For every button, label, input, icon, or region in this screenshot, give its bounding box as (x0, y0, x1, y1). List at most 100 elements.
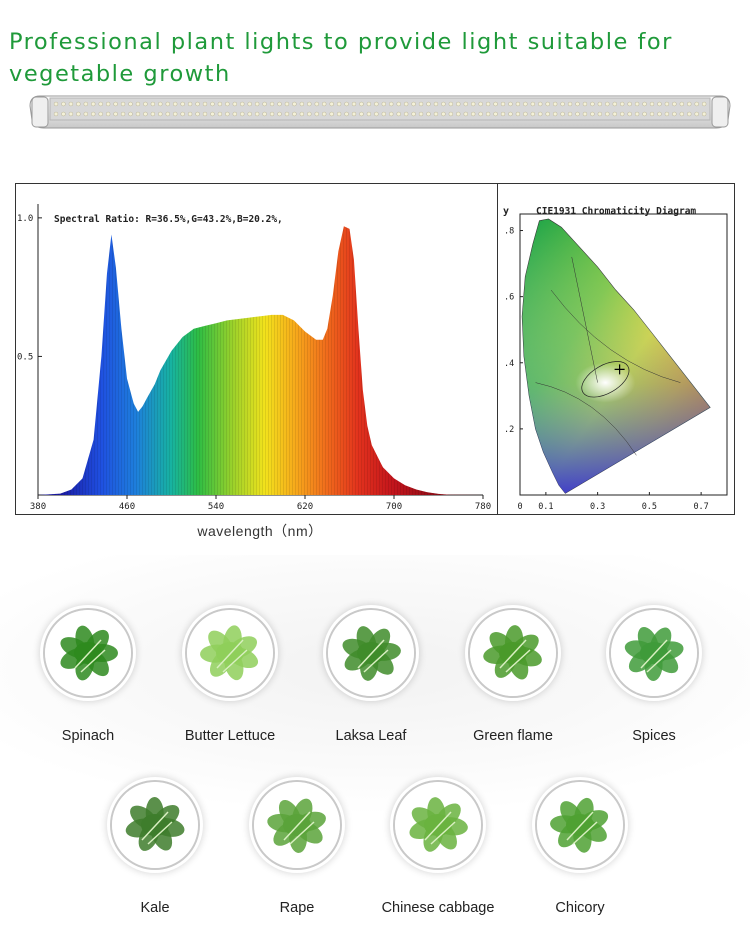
led-chip (463, 111, 468, 117)
led-chip (642, 101, 647, 107)
led-chip (664, 101, 670, 107)
led-chip (336, 111, 342, 117)
led-chip (456, 101, 461, 107)
led-chip-row (53, 101, 707, 117)
led-chip (538, 111, 543, 117)
vegetable-photo (43, 608, 133, 698)
led-chip (627, 101, 632, 107)
led-chip (500, 101, 506, 107)
led-chip (158, 111, 163, 117)
led-chip (567, 101, 573, 107)
led-chip (508, 111, 513, 117)
chart-panel: 380 460 540 620 700 780 1.0 0.5 Spectral Ratio:… (15, 183, 735, 515)
vegetable-photo (252, 780, 342, 870)
spectrum-stripes (38, 226, 483, 495)
led-chip (470, 101, 476, 107)
y-tick-label: 0.5 (17, 352, 33, 362)
led-chip (418, 111, 424, 117)
white-region (575, 362, 636, 403)
led-chip (701, 111, 707, 117)
led-chip (172, 111, 178, 117)
color-region-line (550, 289, 681, 383)
led-chip (634, 111, 640, 117)
led-chip (590, 111, 595, 117)
led-chip (672, 101, 677, 107)
led-chip (292, 111, 297, 117)
led-chip (672, 111, 677, 117)
led-chip (195, 111, 200, 117)
led-chip (582, 111, 588, 117)
led-chip (172, 101, 178, 107)
vegetable-name: Spinach (61, 728, 115, 744)
vegetable-photo (468, 608, 558, 698)
vegetable-photo (609, 608, 699, 698)
led-chip (530, 111, 536, 117)
led-chip (366, 111, 372, 117)
led-chip (83, 111, 89, 117)
led-chip (195, 101, 200, 107)
led-chip (403, 111, 409, 117)
led-chip (426, 101, 431, 107)
led-chip (590, 101, 595, 107)
cie-y-tick-label: .2 (504, 425, 514, 435)
led-chip (478, 101, 483, 107)
led-grow-light-bar (29, 95, 731, 129)
led-chip (210, 101, 215, 107)
led-chip (284, 101, 290, 107)
led-chip (657, 111, 662, 117)
x-tick-label: 620 (297, 502, 313, 512)
led-chip (411, 111, 416, 117)
led-chip (180, 111, 185, 117)
led-chip (76, 111, 81, 117)
led-chip (545, 101, 550, 107)
vegetable-name: Green flame (473, 728, 553, 744)
vegetable-photo (185, 608, 275, 698)
cie-y-tick-label: .8 (504, 227, 514, 237)
led-chip (552, 111, 558, 117)
led-chip (642, 111, 647, 117)
led-chip (426, 111, 431, 117)
led-chip (292, 101, 297, 107)
led-chip (597, 101, 603, 107)
led-chip (485, 111, 491, 117)
vegetable-photo (110, 780, 200, 870)
led-chip (523, 101, 528, 107)
vegetable-photo (393, 780, 483, 870)
led-chip (433, 101, 439, 107)
led-chip (232, 101, 238, 107)
led-chip (187, 101, 193, 107)
led-chip (701, 101, 707, 107)
leaf-vein (640, 639, 672, 673)
led-chip (143, 101, 148, 107)
led-chip (135, 101, 141, 107)
led-chip (500, 111, 506, 117)
led-chip (165, 101, 170, 107)
led-chip (374, 111, 379, 117)
led-chip (530, 101, 536, 107)
led-chip (68, 101, 74, 107)
led-chip (91, 101, 96, 107)
led-chip (329, 101, 334, 107)
led-chip (143, 111, 148, 117)
vegetable-name: Butter Lettuce (184, 728, 276, 744)
color-region-line (571, 256, 598, 383)
led-chip (336, 101, 342, 107)
led-chip (321, 101, 327, 107)
led-chip (120, 101, 126, 107)
led-chip (299, 101, 305, 107)
led-chip (381, 111, 387, 117)
led-chip (694, 101, 699, 107)
leaf-vein (74, 639, 106, 673)
cie-x-tick-label: 0.5 (642, 502, 657, 512)
spectral-locus-blue-tint (522, 219, 711, 494)
x-tick-label: 460 (119, 502, 135, 512)
led-chip (523, 111, 528, 117)
led-chip (120, 111, 126, 117)
led-chip (76, 101, 81, 107)
vegetable-card: Kale (90, 780, 220, 916)
led-chip (128, 101, 133, 107)
led-chip (612, 111, 617, 117)
cie-x-tick-label: 0.7 (693, 502, 708, 512)
led-chip (351, 101, 357, 107)
led-chip (247, 101, 252, 107)
